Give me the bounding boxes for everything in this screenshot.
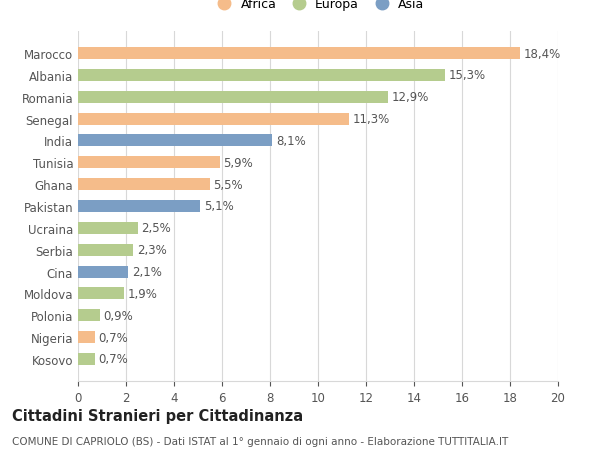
- Bar: [78, 48, 520, 60]
- Text: 15,3%: 15,3%: [449, 69, 486, 82]
- Text: 12,9%: 12,9%: [391, 91, 428, 104]
- Bar: [78, 288, 124, 300]
- Text: 0,9%: 0,9%: [103, 309, 133, 322]
- Bar: [78, 92, 388, 104]
- Text: COMUNE DI CAPRIOLO (BS) - Dati ISTAT al 1° gennaio di ogni anno - Elaborazione T: COMUNE DI CAPRIOLO (BS) - Dati ISTAT al …: [12, 436, 508, 446]
- Bar: [78, 70, 445, 82]
- Text: 5,1%: 5,1%: [204, 200, 234, 213]
- Legend: Africa, Europa, Asia: Africa, Europa, Asia: [207, 0, 429, 16]
- Text: 2,5%: 2,5%: [142, 222, 172, 235]
- Bar: [78, 353, 95, 365]
- Text: 2,3%: 2,3%: [137, 244, 167, 257]
- Bar: [78, 331, 95, 343]
- Bar: [78, 135, 272, 147]
- Text: 0,7%: 0,7%: [98, 353, 128, 366]
- Bar: [78, 222, 138, 235]
- Text: 2,1%: 2,1%: [132, 265, 162, 279]
- Text: 0,7%: 0,7%: [98, 331, 128, 344]
- Text: 5,9%: 5,9%: [223, 157, 253, 169]
- Text: 1,9%: 1,9%: [127, 287, 157, 300]
- Bar: [78, 244, 133, 256]
- Bar: [78, 157, 220, 169]
- Bar: [78, 201, 200, 213]
- Text: 11,3%: 11,3%: [353, 113, 390, 126]
- Text: Cittadini Stranieri per Cittadinanza: Cittadini Stranieri per Cittadinanza: [12, 409, 303, 424]
- Bar: [78, 113, 349, 125]
- Text: 18,4%: 18,4%: [523, 47, 560, 61]
- Bar: [78, 309, 100, 321]
- Bar: [78, 266, 128, 278]
- Text: 8,1%: 8,1%: [276, 134, 306, 148]
- Bar: [78, 179, 210, 191]
- Text: 5,5%: 5,5%: [214, 178, 243, 191]
